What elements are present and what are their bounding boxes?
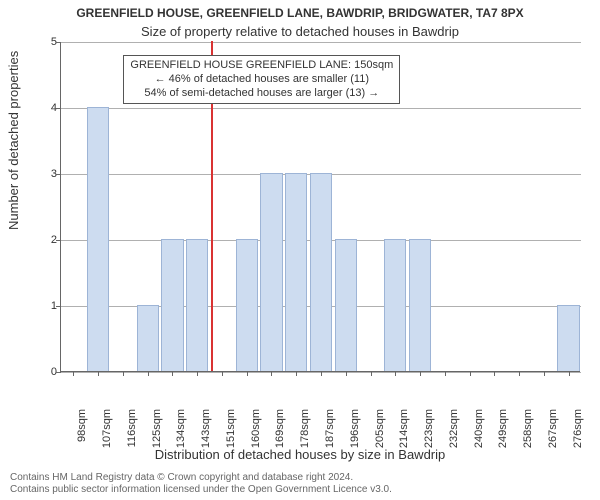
y-tick-label: 1 (37, 300, 57, 312)
x-axis-label: Distribution of detached houses by size … (0, 447, 600, 462)
y-tick-label: 5 (37, 36, 57, 48)
gridline (61, 108, 581, 109)
x-tick-mark (271, 371, 272, 376)
y-tick-label: 3 (37, 168, 57, 180)
bar (285, 173, 307, 371)
footer-line-1: Contains HM Land Registry data © Crown c… (10, 472, 392, 484)
chart-area: 01234598sqm107sqm116sqm125sqm134sqm143sq… (60, 42, 580, 422)
y-tick-mark (56, 306, 61, 307)
x-tick-mark (395, 371, 396, 376)
bar (161, 239, 183, 371)
annotation-line: GREENFIELD HOUSE GREENFIELD LANE: 150sqm (130, 59, 393, 73)
bar (186, 239, 208, 371)
bar (409, 239, 431, 371)
x-tick-mark (371, 371, 372, 376)
y-tick-mark (56, 108, 61, 109)
annotation-line: ← 46% of detached houses are smaller (11… (130, 73, 393, 87)
x-tick-mark (247, 371, 248, 376)
bar (384, 239, 406, 371)
x-tick-mark (321, 371, 322, 376)
x-tick-mark (346, 371, 347, 376)
footer-line-2: Contains public sector information licen… (10, 484, 392, 496)
bar (310, 173, 332, 371)
y-tick-mark (56, 372, 61, 373)
x-tick-mark (296, 371, 297, 376)
y-tick-label: 4 (37, 102, 57, 114)
y-tick-mark (56, 42, 61, 43)
x-tick-mark (148, 371, 149, 376)
x-tick-mark (98, 371, 99, 376)
bar (557, 305, 579, 371)
x-tick-mark (470, 371, 471, 376)
y-tick-mark (56, 240, 61, 241)
chart-title-address: GREENFIELD HOUSE, GREENFIELD LANE, BAWDR… (0, 6, 600, 20)
x-tick-mark (494, 371, 495, 376)
y-tick-label: 0 (37, 366, 57, 378)
bar (335, 239, 357, 371)
x-tick-mark (569, 371, 570, 376)
annotation-line: 54% of semi-detached houses are larger (… (130, 87, 393, 101)
bar (236, 239, 258, 371)
x-tick-mark (445, 371, 446, 376)
bar (87, 107, 109, 371)
x-tick-mark (197, 371, 198, 376)
y-axis-label: Number of detached properties (6, 51, 21, 230)
bar (137, 305, 159, 371)
bar (260, 173, 282, 371)
y-tick-label: 2 (37, 234, 57, 246)
x-tick-mark (222, 371, 223, 376)
chart-subtitle: Size of property relative to detached ho… (0, 24, 600, 39)
x-tick-mark (123, 371, 124, 376)
gridline (61, 42, 581, 43)
x-tick-mark (519, 371, 520, 376)
x-tick-mark (420, 371, 421, 376)
x-tick-mark (544, 371, 545, 376)
annotation-box: GREENFIELD HOUSE GREENFIELD LANE: 150sqm… (123, 55, 400, 104)
plot-area: 01234598sqm107sqm116sqm125sqm134sqm143sq… (60, 42, 580, 372)
y-tick-mark (56, 174, 61, 175)
footer-attribution: Contains HM Land Registry data © Crown c… (10, 472, 392, 496)
x-tick-mark (73, 371, 74, 376)
x-tick-mark (172, 371, 173, 376)
